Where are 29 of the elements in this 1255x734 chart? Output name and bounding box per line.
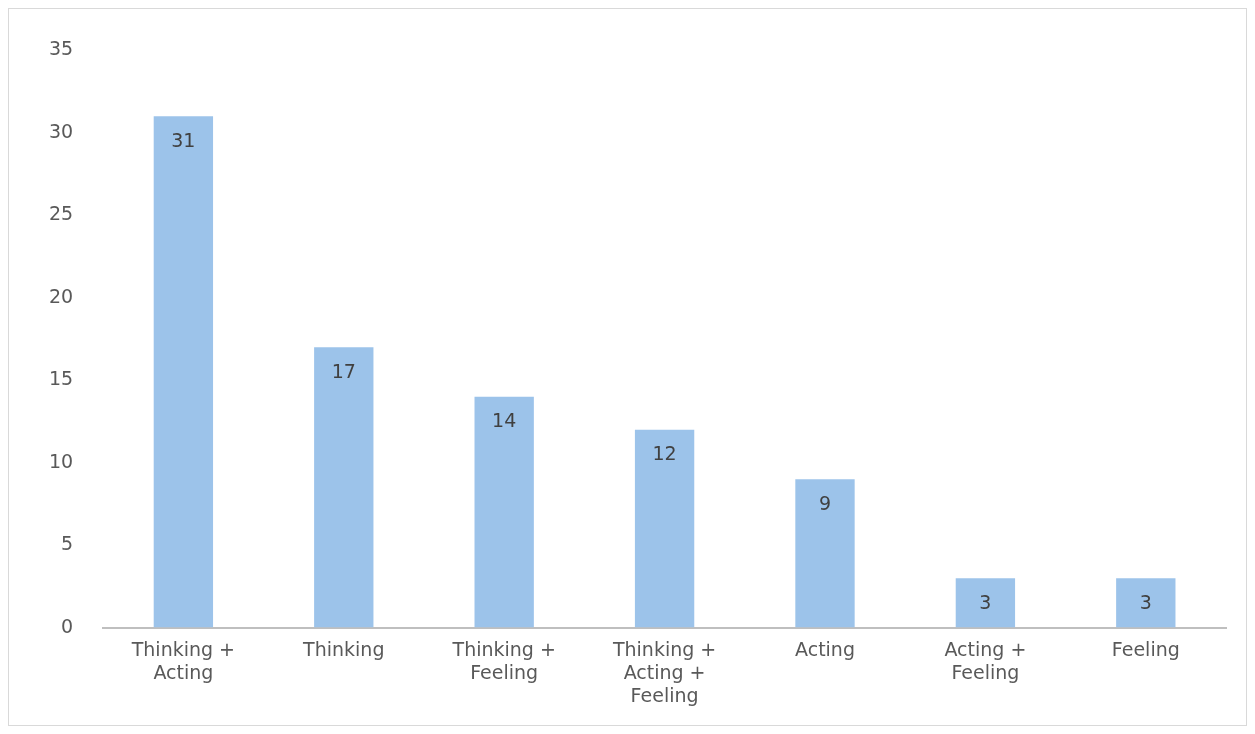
x-tick-label: Thinking + Acting + Feeling	[611, 637, 717, 706]
x-tick-label: Feeling	[1111, 637, 1180, 660]
data-label: 14	[492, 409, 517, 432]
data-label: 17	[331, 359, 356, 382]
data-label: 9	[818, 491, 832, 514]
bar	[153, 116, 214, 628]
bar	[795, 479, 855, 628]
y-tick-label: 10	[48, 449, 74, 472]
x-tick-label: Thinking	[302, 637, 385, 660]
y-tick-label: 35	[48, 37, 74, 60]
y-tick-label: 20	[48, 284, 74, 307]
bar	[955, 578, 1016, 628]
bar	[1116, 578, 1176, 628]
y-tick-label: 30	[48, 119, 74, 142]
bar	[634, 429, 695, 628]
y-tick-label: 15	[48, 367, 74, 390]
data-label: 3	[979, 590, 992, 613]
data-label: 12	[652, 442, 677, 465]
x-tick-label: Thinking + Acting	[130, 637, 236, 683]
y-tick-label: 0	[61, 614, 74, 637]
data-label: 3	[1139, 590, 1152, 613]
x-tick-label: Acting	[795, 637, 855, 660]
y-tick-label: 25	[48, 202, 74, 225]
bar	[314, 347, 374, 628]
x-tick-label: Thinking + Feeling	[451, 637, 556, 683]
y-tick-label: 5	[61, 532, 74, 555]
data-label: 31	[171, 128, 196, 151]
x-tick-label: Acting + Feeling	[944, 637, 1027, 683]
bar	[474, 396, 534, 628]
